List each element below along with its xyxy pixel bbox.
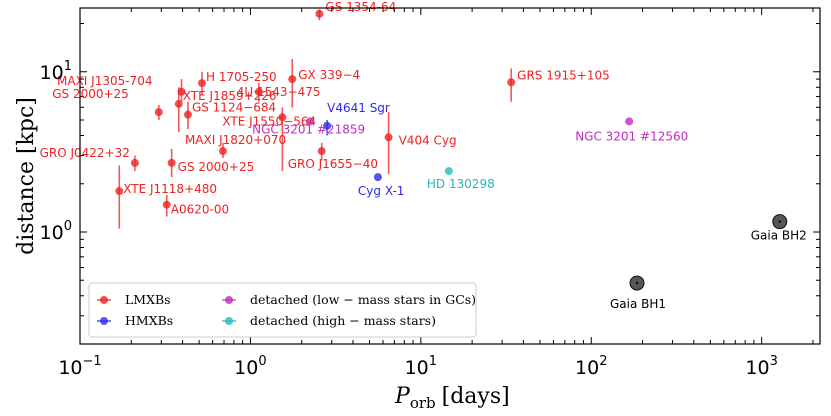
y-tick-label: 101: [40, 59, 72, 84]
data-point: [167, 158, 176, 167]
data-point: [162, 200, 171, 209]
point-label: GS 1124−684: [192, 101, 276, 115]
data-point: [317, 147, 326, 156]
data-point: [507, 78, 516, 87]
data-point: [278, 113, 287, 122]
point-label: GS 1354-64: [325, 0, 396, 14]
point-label: GRO J0422+32: [40, 146, 130, 160]
data-point: [625, 117, 634, 126]
point-label: MAXI J1305-704: [57, 74, 152, 88]
data-point: [288, 75, 297, 84]
data-point: [154, 108, 163, 117]
legend-box: [88, 282, 477, 338]
point-label: NGC 3201 #12560: [575, 129, 688, 143]
y-axis-label: distance [kpc]: [14, 97, 39, 255]
data-point: [444, 167, 453, 176]
data-point: [315, 9, 324, 18]
x-tick-label: 103: [745, 354, 777, 379]
data-point: [183, 110, 192, 119]
x-tick-label: 102: [575, 354, 607, 379]
legend: LMXBs HMXBs detached (low − mass stars in …: [88, 282, 477, 338]
point-label: A0620-00: [171, 203, 229, 217]
point-label: GS 2000+25: [178, 160, 255, 174]
tick-labels: 10−1 100 101 102 103 100 101: [40, 59, 778, 379]
point-label: Cyg X-1: [358, 184, 405, 198]
legend-marker: [225, 317, 233, 325]
point-labels: GS 1354-64 H 1705-250 GX 339−4 MAXI J1305-7…: [40, 0, 807, 311]
point-label: V404 Cyg: [399, 133, 457, 147]
data-point: [130, 158, 139, 167]
point-label: MAXI J1820+070: [185, 133, 286, 147]
legend-label: HMXBs: [125, 313, 173, 328]
point-label: Gaia BH2: [751, 229, 807, 243]
point-label: HD 130298: [427, 177, 495, 191]
data-point: [323, 121, 332, 130]
x-tick-label: 10−1: [58, 354, 101, 379]
point-label: H 1705-250: [206, 70, 277, 84]
point-label: GRS 1915+105: [517, 68, 610, 82]
x-tick-label: 100: [234, 354, 266, 379]
point-label: V4641 Sgr: [327, 101, 390, 115]
data-point-center: [635, 281, 639, 285]
x-tick-label: 101: [405, 354, 437, 379]
point-label: XTE J1550−564: [222, 114, 316, 128]
point-label: GS 2000+25: [52, 87, 129, 101]
legend-label: detached (low − mass stars in GCs): [250, 292, 476, 307]
point-label: 4U 1543−475: [237, 85, 321, 99]
data-markers: [115, 9, 788, 291]
legend-marker: [100, 317, 108, 325]
data-point: [218, 147, 227, 156]
legend-marker: [100, 296, 108, 304]
data-point: [306, 117, 315, 126]
data-point: [373, 173, 382, 182]
point-label: Gaia BH1: [610, 297, 666, 311]
data-point: [384, 133, 393, 142]
data-point: [198, 79, 207, 88]
point-label: XTE J1859+226: [183, 89, 277, 103]
legend-marker: [225, 296, 233, 304]
data-point: [177, 87, 186, 96]
data-point: [254, 87, 263, 96]
y-tick-label: 100: [40, 219, 72, 244]
data-point-center: [778, 220, 781, 223]
plot-frame: [79, 7, 821, 345]
x-axis-label: Porb [days]: [394, 384, 510, 412]
data-point: [174, 99, 183, 108]
legend-label: detached (high − mass stars): [250, 313, 436, 328]
data-point: [115, 187, 124, 196]
point-label: GX 339−4: [298, 68, 360, 82]
point-label: NGC 3201 #21859: [252, 122, 365, 136]
legend-label: LMXBs: [125, 292, 171, 307]
point-label: GRO J1655−40: [288, 157, 378, 171]
axis-ticks: [79, 8, 820, 345]
point-label: XTE J1118+480: [123, 182, 217, 196]
